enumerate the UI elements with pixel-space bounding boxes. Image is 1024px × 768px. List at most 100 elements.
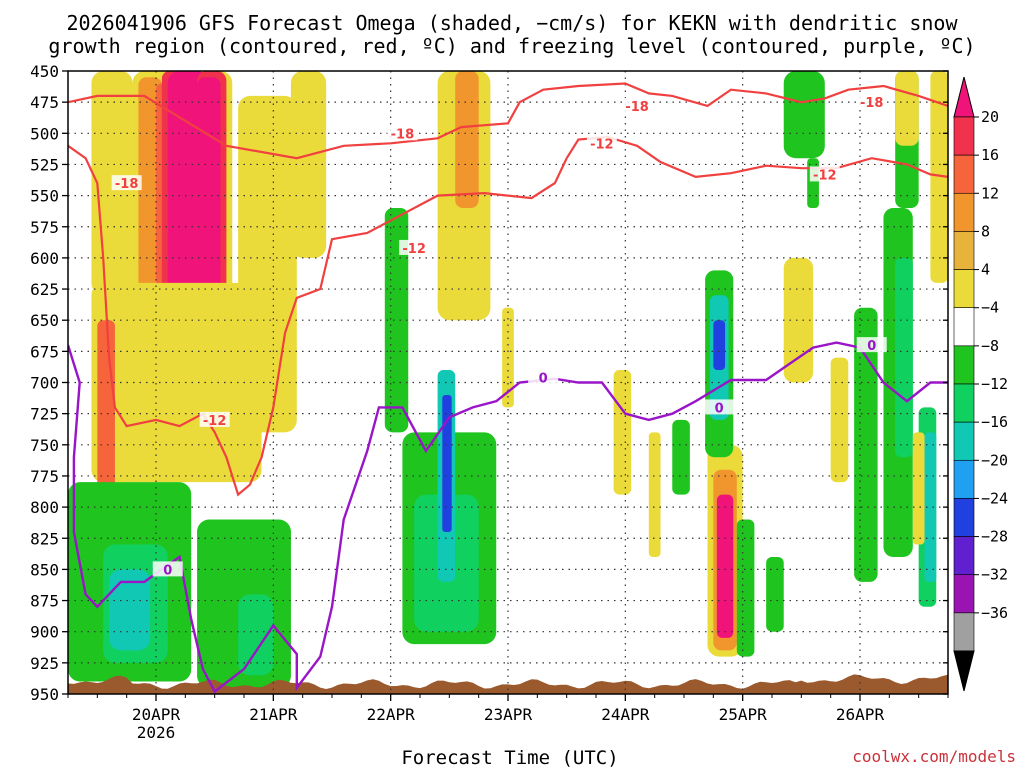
- x-tick-sublabel: 2026: [137, 723, 176, 742]
- omega-shade-region: [736, 519, 755, 657]
- omega-shade-region: [895, 71, 919, 146]
- x-axis-label: Forecast Time (UTC): [401, 747, 618, 768]
- freezing-level-label-bg: [152, 561, 183, 577]
- dgz-minus12-label: -12: [402, 242, 426, 257]
- y-tick-label: 900: [30, 623, 59, 642]
- y-tick-label: 850: [30, 560, 59, 579]
- omega-shade-region: [238, 95, 297, 433]
- omega-shade-region: [455, 71, 479, 209]
- colorbar-bin: [953, 116, 975, 156]
- dgz-minus12-contour: [68, 144, 568, 497]
- y-tick-label: 450: [30, 62, 59, 81]
- x-tick-label: 20APR: [132, 705, 181, 724]
- colorbar-tick-label: 16: [981, 146, 999, 164]
- freezing-level-label: 0: [867, 339, 876, 354]
- omega-shade-region: [924, 432, 937, 582]
- colorbar-bin: [953, 574, 975, 614]
- colorbar-bin: [953, 154, 975, 194]
- y-tick-label: 600: [30, 249, 59, 268]
- y-tick-label: 525: [30, 155, 59, 174]
- colorbar: 20 16 12 8 4 −4 −8 −12 −16 −20 −24 −28 −32 −36: [953, 76, 1008, 692]
- y-tick-label: 550: [30, 187, 59, 206]
- dgz-minus18-label: -18: [115, 177, 139, 192]
- colorbar-tick-label: −24: [981, 489, 1008, 507]
- omega-shade-region: [716, 494, 734, 638]
- omega-shade-region: [384, 208, 409, 433]
- title-line-2: growth region (contoured, red, ºC) and f…: [48, 34, 975, 58]
- colorbar-bin: [953, 536, 975, 576]
- dgz-minus12-label: -12: [590, 137, 614, 152]
- colorbar-tick-label: −36: [981, 604, 1008, 622]
- omega-shade-region: [766, 556, 784, 632]
- dgz-minus18-label-bg: [856, 94, 887, 110]
- dgz-minus18-label: -18: [860, 96, 884, 111]
- colorbar-tick-label: −4: [981, 299, 999, 317]
- y-tick-label: 925: [30, 654, 59, 673]
- y-tick-label: 575: [30, 218, 59, 237]
- dgz-minus18-label-bg: [622, 97, 653, 113]
- plot-area: -18 -18 -18 -18 -12 -12 -12 -12 0 0 0 0 450 475 500 525…: [30, 62, 1008, 742]
- colorbar-tick-label: 8: [981, 222, 990, 240]
- dgz-minus12-label-bg: [399, 239, 430, 255]
- colorbar-tick-label: 20: [981, 108, 999, 126]
- x-tick-label: 22APR: [367, 705, 416, 724]
- colorbar-tick-label: −8: [981, 337, 999, 355]
- colorbar-bin: [953, 345, 975, 385]
- y-tick-label: 800: [30, 498, 59, 517]
- freezing-level-label: 0: [715, 401, 724, 416]
- dgz-minus12-label-bg: [586, 135, 617, 151]
- terrain-surface: [68, 674, 948, 694]
- title-line-1: 2026041906 GFS Forecast Omega (shaded, −…: [66, 11, 958, 35]
- y-tick-label: 825: [30, 529, 59, 548]
- freezing-level-label-bg: [528, 369, 559, 385]
- omega-shade-region: [648, 432, 661, 557]
- colorbar-tick-label: −20: [981, 451, 1008, 469]
- omega-shade-region: [238, 594, 274, 676]
- colorbar-tick-label: −12: [981, 375, 1008, 393]
- omega-shade-region: [613, 370, 632, 495]
- omega-shade-region: [91, 282, 262, 483]
- x-tick-label: 21APR: [249, 705, 298, 724]
- dgz-minus18-label: -18: [625, 100, 649, 115]
- colorbar-tick-label: −28: [981, 528, 1008, 546]
- dgz-minus12-label-bg: [199, 411, 230, 427]
- y-tick-label: 750: [30, 436, 59, 455]
- omega-shade-region: [442, 394, 452, 533]
- freezing-level-label-bg: [704, 399, 735, 415]
- y-tick-label: 725: [30, 405, 59, 424]
- x-tick-label: 26APR: [836, 705, 885, 724]
- colorbar-bin: [953, 307, 975, 347]
- omega-shade-region: [713, 320, 726, 371]
- shaded-omega-layer: [68, 71, 948, 694]
- omega-shade-region: [930, 71, 948, 283]
- colorbar-tick-label: 12: [981, 184, 999, 202]
- colorbar-bottom-arrow: [953, 650, 975, 692]
- omega-shade-region: [895, 257, 913, 458]
- y-tick-label: 875: [30, 592, 59, 611]
- dgz-minus12-label: -12: [203, 414, 227, 429]
- colorbar-bin: [953, 231, 975, 270]
- freezing-level-label: 0: [163, 563, 172, 578]
- colorbar-tick-label: 4: [981, 261, 990, 279]
- freezing-level-label-bg: [856, 337, 887, 353]
- dgz-minus18-label: -18: [391, 127, 415, 142]
- y-tick-label: 475: [30, 93, 59, 112]
- freezing-level-label: 0: [539, 372, 548, 387]
- y-tick-label: 625: [30, 280, 59, 299]
- colorbar-tick-label: −32: [981, 566, 1008, 584]
- colorbar-tick-label: −16: [981, 413, 1008, 431]
- colorbar-bin: [953, 612, 975, 652]
- omega-shade-region: [672, 419, 690, 495]
- x-tick-label: 25APR: [719, 705, 768, 724]
- y-tick-label: 700: [30, 374, 59, 393]
- x-tick-label: 23APR: [484, 705, 533, 724]
- colorbar-bin: [953, 383, 975, 423]
- credit-text[interactable]: coolwx.com/models: [852, 747, 1016, 766]
- dgz-minus18-label-bg: [111, 175, 142, 191]
- dgz-minus12-label: -12: [813, 168, 837, 183]
- colorbar-bin: [953, 269, 975, 309]
- colorbar-bin: [953, 459, 975, 499]
- colorbar-bin: [953, 192, 975, 232]
- freezing-level-contour: [68, 341, 948, 694]
